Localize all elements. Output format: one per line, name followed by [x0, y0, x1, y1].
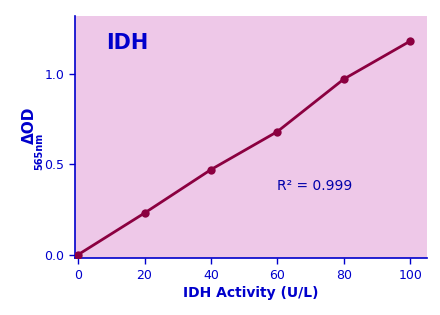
Text: R² = 0.999: R² = 0.999 [276, 179, 352, 192]
Point [141, 210, 148, 215]
Text: 565nm: 565nm [35, 133, 44, 170]
Point [407, 38, 414, 43]
Text: IDH: IDH [106, 33, 149, 53]
Text: IDH Activity (U/L): IDH Activity (U/L) [183, 286, 319, 301]
Point [274, 129, 281, 134]
Point [75, 252, 82, 257]
Point [340, 77, 347, 82]
Point [207, 167, 214, 172]
Text: ΔOD: ΔOD [22, 106, 37, 144]
